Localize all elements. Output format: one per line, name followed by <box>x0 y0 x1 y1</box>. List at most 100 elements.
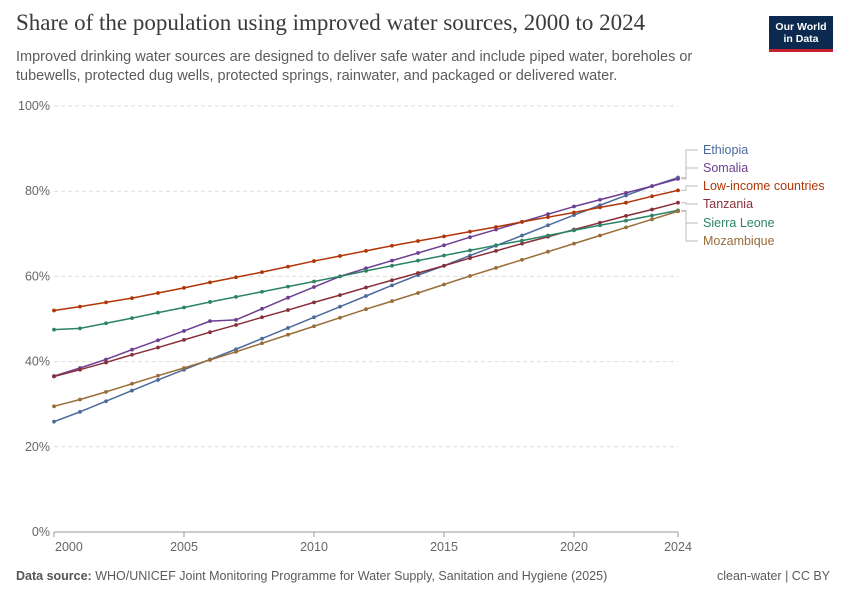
series-sierra-leone <box>52 208 680 332</box>
data-point-somalia <box>156 338 160 343</box>
data-point-sierra-leone <box>364 268 368 273</box>
data-point-low-income-countries <box>416 239 420 243</box>
data-point-ethiopia <box>312 315 316 320</box>
chart-subtitle: Improved drinking water sources are desi… <box>16 49 693 84</box>
data-point-sierra-leone <box>520 238 524 243</box>
x-tick-label: 2024 <box>664 540 692 554</box>
data-point-mozambique <box>286 332 290 337</box>
series-low-income-countries <box>52 188 680 313</box>
data-point-mozambique <box>416 291 420 295</box>
data-point-tanzania <box>234 323 238 327</box>
data-point-tanzania <box>338 293 342 298</box>
data-point-low-income-countries <box>78 304 82 309</box>
data-point-somalia <box>468 235 472 240</box>
data-point-low-income-countries <box>286 264 290 269</box>
data-point-low-income-countries <box>494 225 498 229</box>
grid-layer <box>54 105 678 448</box>
data-point-low-income-countries <box>260 270 264 275</box>
data-point-ethiopia <box>364 294 368 298</box>
legend-connector-mozambique <box>681 210 698 242</box>
data-point-low-income-countries <box>182 286 186 290</box>
data-point-ethiopia <box>104 399 108 404</box>
data-point-low-income-countries <box>520 219 524 224</box>
y-tick-label: 60% <box>25 269 50 283</box>
data-point-sierra-leone <box>338 274 342 279</box>
series-ethiopia <box>52 175 680 424</box>
data-point-tanzania <box>676 200 680 205</box>
data-point-low-income-countries <box>598 205 602 210</box>
data-point-somalia <box>650 184 654 188</box>
data-point-mozambique <box>260 341 264 346</box>
y-tick-label: 100% <box>18 99 50 113</box>
legend-label-ethiopia: Ethiopia <box>703 143 748 157</box>
license-text[interactable]: clean-water | CC BY <box>716 569 830 583</box>
data-point-sierra-leone <box>468 248 472 253</box>
data-point-somalia <box>390 258 394 263</box>
data-point-somalia <box>442 243 446 248</box>
data-point-tanzania <box>468 256 472 260</box>
data-point-sierra-leone <box>598 223 602 228</box>
data-point-tanzania <box>130 352 134 357</box>
data-point-ethiopia <box>156 378 160 382</box>
series-somalia <box>52 176 680 378</box>
data-point-tanzania <box>312 300 316 305</box>
data-point-tanzania <box>390 278 394 283</box>
data-point-somalia <box>234 317 238 322</box>
data-point-sierra-leone <box>650 213 654 218</box>
y-tick-label: 0% <box>32 525 50 539</box>
data-point-sierra-leone <box>624 218 628 223</box>
x-tick-label: 2010 <box>300 540 328 554</box>
data-source-label: Data source: <box>16 569 92 583</box>
y-tick-label: 40% <box>25 355 50 369</box>
owid-logo[interactable]: Our World in Data <box>769 16 833 52</box>
data-point-sierra-leone <box>546 233 550 238</box>
data-point-mozambique <box>650 217 654 222</box>
data-point-sierra-leone <box>130 316 134 321</box>
data-point-low-income-countries <box>442 234 446 239</box>
data-point-mozambique <box>156 373 160 378</box>
data-point-mozambique <box>338 315 342 320</box>
data-point-sierra-leone <box>78 326 82 331</box>
data-source-text[interactable]: WHO/UNICEF Joint Monitoring Programme fo… <box>95 569 608 583</box>
data-point-ethiopia <box>260 336 264 341</box>
data-point-ethiopia <box>130 388 134 393</box>
data-point-mozambique <box>312 324 316 329</box>
data-point-sierra-leone <box>442 253 446 258</box>
data-point-mozambique <box>494 265 498 270</box>
data-point-mozambique <box>364 307 368 312</box>
data-point-tanzania <box>208 330 212 335</box>
data-point-low-income-countries <box>156 291 160 295</box>
data-point-somalia <box>182 329 186 333</box>
legend-connector-somalia <box>681 167 698 180</box>
data-point-sierra-leone <box>286 284 290 289</box>
data-point-somalia <box>208 319 212 324</box>
data-point-low-income-countries <box>312 259 316 263</box>
data-point-somalia <box>416 251 420 255</box>
series-line-ethiopia <box>53 176 679 423</box>
data-point-tanzania <box>78 367 82 372</box>
data-point-mozambique <box>442 282 446 287</box>
data-point-sierra-leone <box>416 258 420 263</box>
data-point-tanzania <box>520 241 524 246</box>
series-mozambique <box>52 209 680 409</box>
data-point-tanzania <box>104 360 108 365</box>
legend-label-somalia: Somalia <box>703 161 748 175</box>
data-point-low-income-countries <box>468 229 472 234</box>
logo-line-1: Our World <box>775 21 827 33</box>
data-point-low-income-countries <box>390 243 394 248</box>
data-point-somalia <box>598 197 602 202</box>
data-point-mozambique <box>624 225 628 230</box>
data-point-sierra-leone <box>234 294 238 299</box>
data-point-low-income-countries <box>650 194 654 199</box>
data-point-mozambique <box>130 381 134 386</box>
data-point-sierra-leone <box>260 289 264 294</box>
data-point-mozambique <box>572 241 576 246</box>
data-point-mozambique <box>468 274 472 278</box>
data-point-mozambique <box>676 209 680 214</box>
logo-line-2: in Data <box>783 33 819 45</box>
data-point-somalia <box>312 285 316 289</box>
data-point-ethiopia <box>520 233 524 238</box>
data-point-low-income-countries <box>104 300 108 305</box>
legend-label-low-income-countries: Low-income countries <box>703 179 825 193</box>
data-point-mozambique <box>520 257 524 262</box>
